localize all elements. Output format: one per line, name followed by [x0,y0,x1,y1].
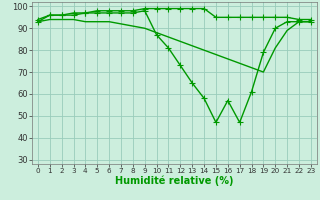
X-axis label: Humidité relative (%): Humidité relative (%) [115,176,234,186]
